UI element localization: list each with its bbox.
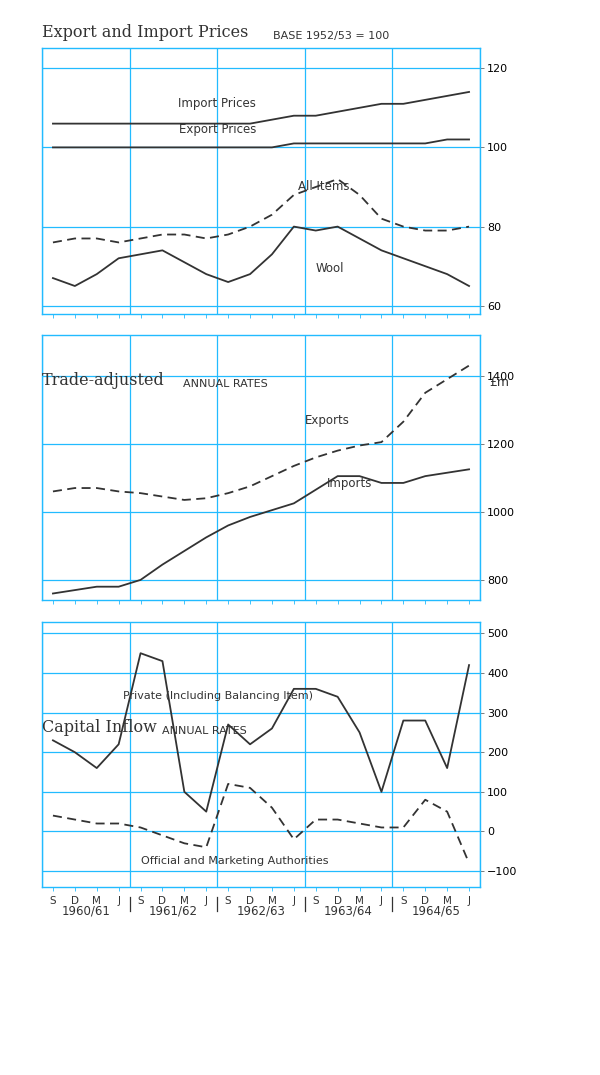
Text: Imports: Imports <box>326 476 372 490</box>
Text: 1962/63: 1962/63 <box>236 905 286 918</box>
Text: Export Prices: Export Prices <box>179 123 256 135</box>
Text: Capital Inflow: Capital Inflow <box>42 719 157 736</box>
Text: Exports: Exports <box>305 414 350 427</box>
Text: Trade-adjusted: Trade-adjusted <box>42 372 165 389</box>
Text: 1960/61: 1960/61 <box>61 905 110 918</box>
Text: ANNUAL RATES: ANNUAL RATES <box>162 727 247 736</box>
Text: Official and Marketing Authorities: Official and Marketing Authorities <box>140 856 328 866</box>
Text: Wool: Wool <box>316 262 344 275</box>
Text: £m: £m <box>489 376 509 389</box>
Text: All Items: All Items <box>298 180 350 192</box>
Text: 1964/65: 1964/65 <box>412 905 461 918</box>
Text: Export and Import Prices: Export and Import Prices <box>42 24 248 41</box>
Text: BASE 1952/53 = 100: BASE 1952/53 = 100 <box>273 31 389 41</box>
Text: 1963/64: 1963/64 <box>324 905 373 918</box>
Text: ANNUAL RATES: ANNUAL RATES <box>183 379 268 389</box>
Text: Import Prices: Import Prices <box>178 97 256 110</box>
Text: Private (Including Balancing Item): Private (Including Balancing Item) <box>123 691 313 701</box>
Text: 1961/62: 1961/62 <box>149 905 198 918</box>
